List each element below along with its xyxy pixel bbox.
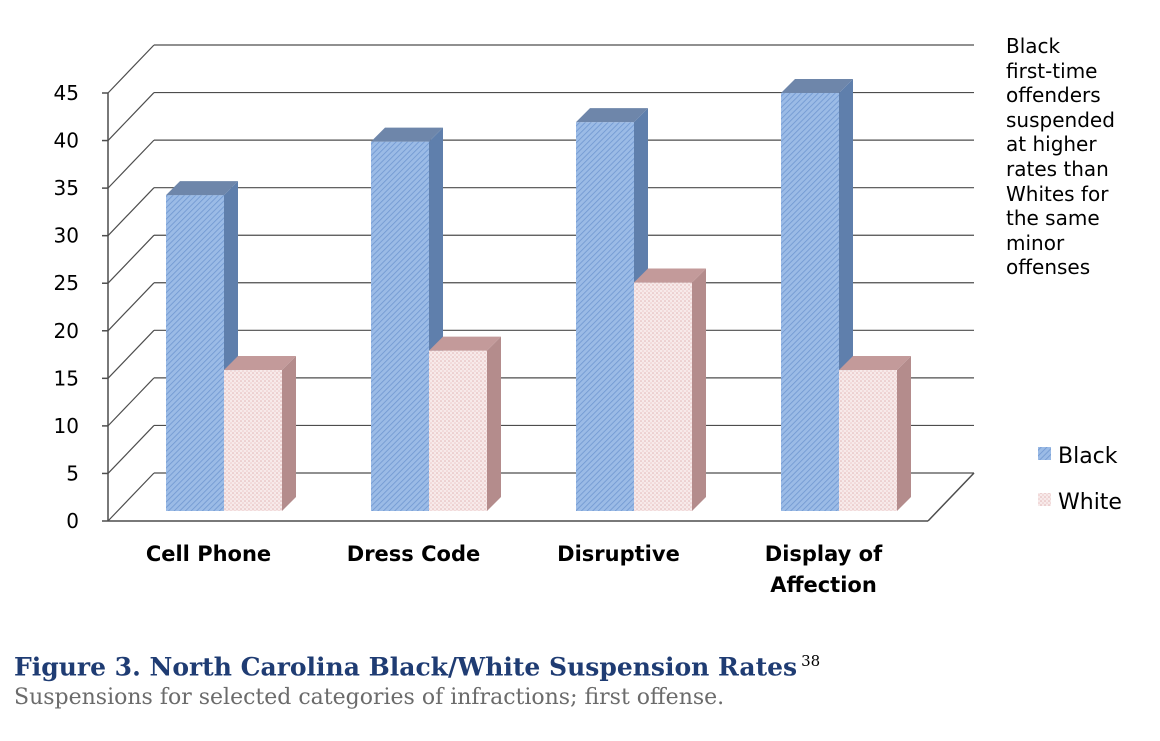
- y-tick-label: 35: [54, 176, 79, 200]
- bar-white: [224, 370, 282, 511]
- figure-caption: Figure 3. North Carolina Black/White Sus…: [14, 652, 1154, 710]
- bar-black: [576, 122, 634, 512]
- gridline-side: [107, 425, 155, 474]
- figure-title-text: Figure 3. North Carolina Black/White Sus…: [14, 652, 798, 682]
- y-tick-label: 20: [54, 319, 79, 343]
- x-category-label: Disruptive: [557, 542, 680, 566]
- bar-black: [781, 93, 839, 511]
- gridline-side: [107, 234, 155, 284]
- gridline-side: [107, 377, 155, 427]
- x-category-label: Cell Phone: [146, 542, 271, 566]
- legend-label: White: [1058, 490, 1122, 515]
- x-category-label: Dress Code: [347, 542, 480, 566]
- figure-subtitle: Suspensions for selected categories of i…: [14, 685, 725, 711]
- bar-side: [692, 268, 706, 511]
- bar-top: [839, 356, 911, 371]
- bar-white: [429, 350, 487, 511]
- bar-side: [487, 336, 501, 511]
- gridline-side: [107, 472, 155, 522]
- legend-swatch: [1038, 493, 1051, 506]
- bar-side: [282, 356, 296, 511]
- x-category-label: Display of: [765, 542, 883, 566]
- suspension-rate-chart: 0 5 10 15 20 25 30 35 40 45 Cell Phone Dress Code Di…: [54, 44, 1122, 597]
- bar-white: [839, 370, 897, 511]
- y-tick-label: 5: [66, 461, 79, 485]
- bar-top: [576, 108, 648, 123]
- annotation-line: minor: [1006, 230, 1065, 255]
- legend-swatch: [1038, 447, 1051, 460]
- bar-top: [634, 268, 706, 283]
- bar-top: [166, 181, 238, 196]
- footnote-ref: 38: [801, 652, 821, 670]
- gridline-side: [107, 44, 155, 94]
- bar-black: [371, 141, 429, 511]
- bar-top: [371, 127, 443, 142]
- chart-annotation: Black first-time offenders suspended at high…: [1006, 34, 1156, 280]
- gridline-side: [107, 139, 155, 189]
- annotation-line: Whites for: [1006, 181, 1109, 206]
- figure-title: Figure 3. North Carolina Black/White Sus…: [14, 652, 1154, 681]
- y-tick-label: 40: [54, 129, 79, 153]
- bars-layer: [166, 79, 911, 512]
- annotation-line: rates than: [1006, 156, 1109, 181]
- floor-right-edge: [927, 472, 975, 522]
- bar-side: [897, 356, 911, 511]
- annotation-line: first-time: [1006, 58, 1098, 83]
- bar-top: [781, 79, 853, 93]
- y-tick-label: 45: [54, 81, 79, 105]
- y-tick-label: 15: [54, 366, 79, 390]
- x-category-label: Affection: [770, 573, 877, 597]
- annotation-line: Black: [1006, 34, 1061, 58]
- gridline-side: [107, 92, 155, 141]
- bar-black: [166, 195, 224, 511]
- bar-white: [634, 282, 692, 511]
- bar-top: [429, 336, 501, 351]
- annotation-line: the same: [1006, 206, 1100, 231]
- y-tick-label: 25: [54, 271, 79, 295]
- annotation-line: at higher: [1006, 132, 1097, 157]
- legend-label: Black: [1058, 444, 1118, 469]
- annotation-line: suspended: [1006, 107, 1115, 132]
- bar-top: [224, 356, 296, 371]
- labels-layer: 0 5 10 15 20 25 30 35 40 45 Cell Phone Dress Code Di…: [54, 81, 884, 597]
- gridline-side: [107, 187, 155, 237]
- legend-layer: Black White: [1038, 444, 1122, 515]
- y-tick-label: 30: [54, 224, 79, 248]
- annotation-line: offenses: [1006, 255, 1091, 280]
- y-tick-label: 0: [66, 509, 79, 533]
- gridline-side: [107, 329, 155, 379]
- y-tick-label: 10: [54, 414, 79, 438]
- gridline-side: [107, 282, 155, 332]
- annotation-line: offenders: [1006, 83, 1101, 108]
